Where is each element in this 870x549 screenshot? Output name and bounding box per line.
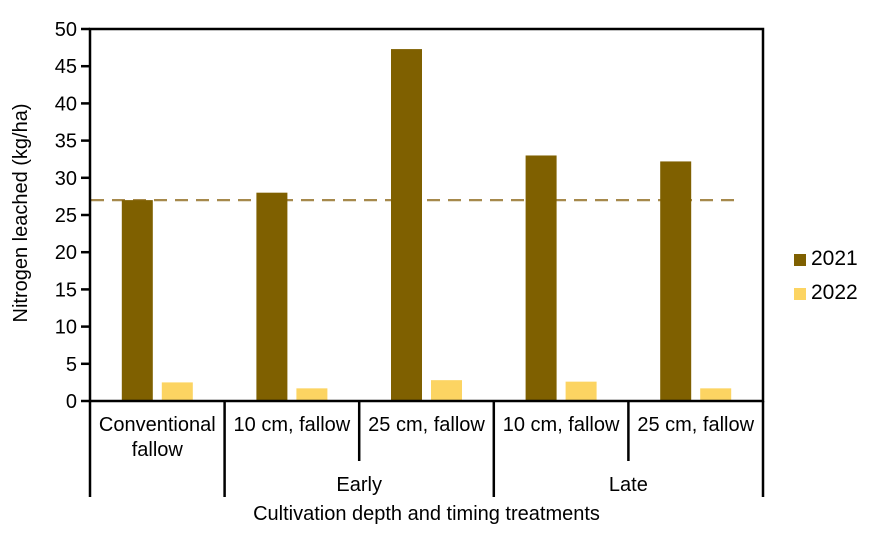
category-label: 10 cm, fallow bbox=[234, 414, 351, 436]
category-label: Conventional bbox=[99, 414, 216, 436]
legend-label-2021: 2021 bbox=[811, 247, 858, 270]
bar-2022-group1 bbox=[161, 382, 193, 401]
y-tick-label: 45 bbox=[55, 56, 77, 78]
y-tick-label: 40 bbox=[55, 93, 77, 115]
legend-swatch-2022 bbox=[794, 288, 806, 300]
bar-2021-group3 bbox=[391, 49, 422, 401]
x-axis-title: Cultivation depth and timing treatments bbox=[253, 503, 600, 525]
y-tick-label: 0 bbox=[66, 391, 77, 413]
y-tick-label: 30 bbox=[55, 168, 77, 190]
timing-group-label: Early bbox=[336, 474, 382, 496]
bar-2022-group5 bbox=[700, 388, 732, 401]
category-label: 25 cm, fallow bbox=[637, 414, 754, 436]
y-tick-label: 20 bbox=[55, 242, 77, 264]
bar-2021-group2 bbox=[256, 192, 288, 401]
category-label: 10 cm, fallow bbox=[503, 414, 620, 436]
timing-group-label: Late bbox=[609, 474, 648, 496]
y-axis-title: Nitrogen leached (kg/ha) bbox=[10, 103, 32, 322]
y-tick-label: 15 bbox=[55, 279, 77, 301]
bar-2022-group3 bbox=[431, 380, 462, 401]
legend-swatch-2021 bbox=[794, 254, 806, 266]
bar-2021-group5 bbox=[660, 161, 692, 401]
category-label: fallow bbox=[132, 439, 184, 461]
bar-2021-group1 bbox=[121, 200, 153, 401]
y-tick-label: 50 bbox=[55, 19, 77, 41]
legend-label-2022: 2022 bbox=[811, 281, 858, 304]
y-tick-label: 25 bbox=[55, 205, 77, 227]
bar-2022-group2 bbox=[296, 388, 328, 401]
y-tick-label: 10 bbox=[55, 317, 77, 339]
bar-2022-group4 bbox=[565, 381, 597, 401]
y-tick-label: 35 bbox=[55, 131, 77, 153]
category-label: 25 cm, fallow bbox=[368, 414, 485, 436]
bar-2021-group4 bbox=[525, 155, 557, 401]
y-tick-label: 5 bbox=[66, 354, 77, 376]
